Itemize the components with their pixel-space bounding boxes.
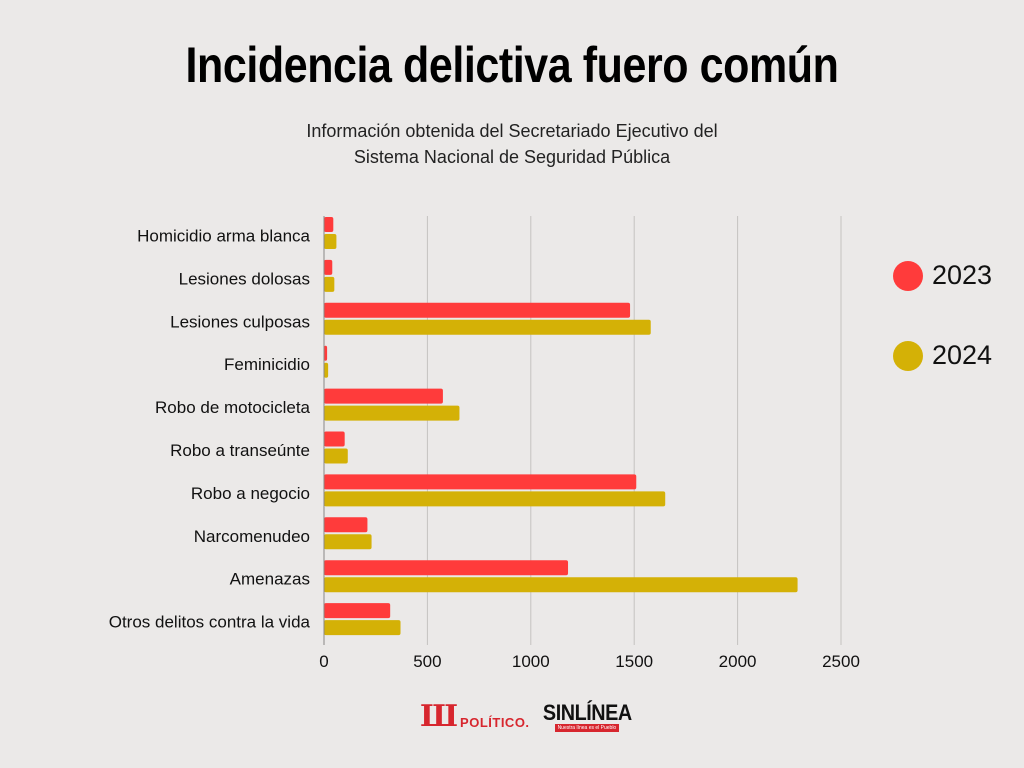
x-tick-label: 2000 <box>719 652 757 671</box>
category-label: Lesiones culposas <box>170 312 310 331</box>
bar-2024 <box>324 319 651 335</box>
category-label: Amenazas <box>230 570 310 589</box>
elpolitico-logo: Ш POLÍTICO. <box>420 702 530 732</box>
bar-2024 <box>324 362 329 378</box>
subtitle-line-2: Sistema Nacional de Seguridad Pública <box>353 147 671 167</box>
bar-2023 <box>324 603 391 619</box>
bar-2023 <box>324 259 333 275</box>
bar-2024 <box>324 448 348 464</box>
x-tick-label: 1000 <box>512 652 550 671</box>
bar-2023 <box>324 388 443 404</box>
bar-2023 <box>324 345 328 361</box>
category-label: Feminicidio <box>224 355 310 374</box>
category-label: Lesiones dolosas <box>179 269 310 288</box>
category-label: Otros delitos contra la vida <box>109 613 311 632</box>
legend-item-2023: 2023 <box>893 260 992 291</box>
x-tick-label: 1500 <box>615 652 653 671</box>
category-label: Robo a negocio <box>191 484 310 503</box>
subtitle-line-1: Información obtenida del Secretariado Ej… <box>306 121 718 141</box>
category-label: Homicidio arma blanca <box>137 226 310 245</box>
sinlinea-logo-tagline: Nuestra línea es el Pueblo <box>554 724 620 732</box>
bar-2024 <box>324 234 337 249</box>
bar-2023 <box>324 560 569 576</box>
bar-2024 <box>324 491 666 507</box>
chart-subtitle: Información obtenida del Secretariado Ej… <box>0 118 1024 170</box>
bar-2023 <box>324 517 368 533</box>
x-tick-label: 2500 <box>822 652 860 671</box>
legend-item-2024: 2024 <box>893 340 992 371</box>
x-tick-label: 0 <box>319 652 328 671</box>
bar-2024 <box>324 534 372 550</box>
bar-2023 <box>324 431 345 447</box>
bar-2023 <box>324 302 631 318</box>
bar-2023 <box>324 217 334 232</box>
category-label: Narcomenudeo <box>194 527 310 546</box>
sinlinea-logo: SINLÍNEA Nuestra línea es el Pueblo <box>538 700 637 732</box>
bar-2024 <box>324 577 798 593</box>
legend-label-2024: 2024 <box>932 340 993 370</box>
bar-2024 <box>324 276 335 292</box>
legend-swatch-2024 <box>893 340 923 371</box>
elpolitico-logo-text: POLÍTICO. <box>460 715 530 730</box>
bar-2024 <box>324 405 460 421</box>
category-label: Robo a transeúnte <box>170 441 310 460</box>
sinlinea-logo-text: SINLÍNEA <box>542 700 632 725</box>
footer-logos: Ш POLÍTICO. SINLÍNEA Nuestra línea es el… <box>420 700 636 732</box>
x-tick-label: 500 <box>413 652 441 671</box>
bar-2023 <box>324 474 637 490</box>
legend-swatch-2023 <box>893 260 923 291</box>
bar-2024 <box>324 620 401 636</box>
category-label: Robo de motocicleta <box>155 398 311 417</box>
legend-label-2023: 2023 <box>932 260 993 290</box>
chart-title: Incidencia delictiva fuero común <box>185 37 839 93</box>
elpolitico-logo-mark-icon: Ш <box>420 699 459 734</box>
